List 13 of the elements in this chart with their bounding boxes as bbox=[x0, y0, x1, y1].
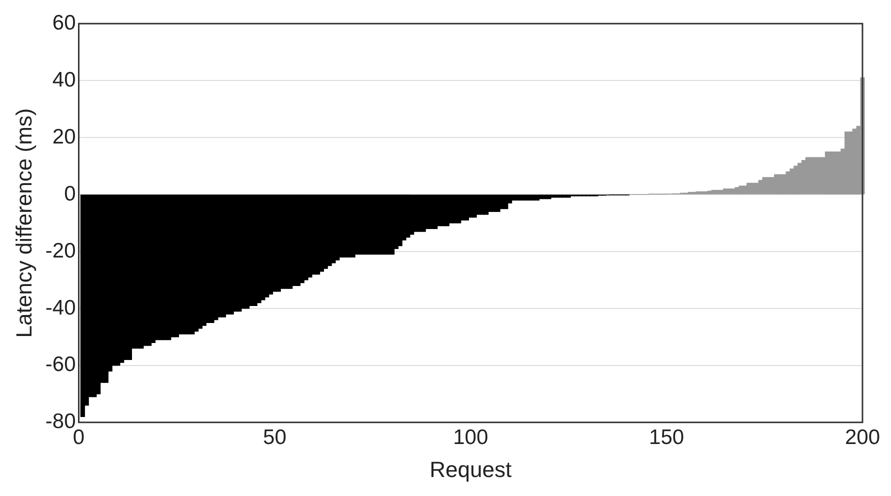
y-tick-label: -60 bbox=[45, 353, 76, 376]
y-tick-label: 20 bbox=[52, 125, 76, 148]
x-tick-label: 200 bbox=[844, 426, 880, 449]
y-tick-label: 40 bbox=[52, 68, 76, 92]
x-tick-label: 50 bbox=[263, 426, 286, 449]
y-tick-label: 60 bbox=[52, 11, 76, 34]
x-tick-label: 150 bbox=[649, 426, 684, 449]
x-axis-title: Request bbox=[430, 456, 512, 482]
y-tick-label: -40 bbox=[45, 296, 76, 320]
y-tick-label: 0 bbox=[64, 182, 76, 206]
y-tick-label: -20 bbox=[45, 239, 76, 262]
y-axis-title: Latency difference (ms) bbox=[11, 108, 36, 338]
x-tick-label: 100 bbox=[453, 426, 488, 449]
